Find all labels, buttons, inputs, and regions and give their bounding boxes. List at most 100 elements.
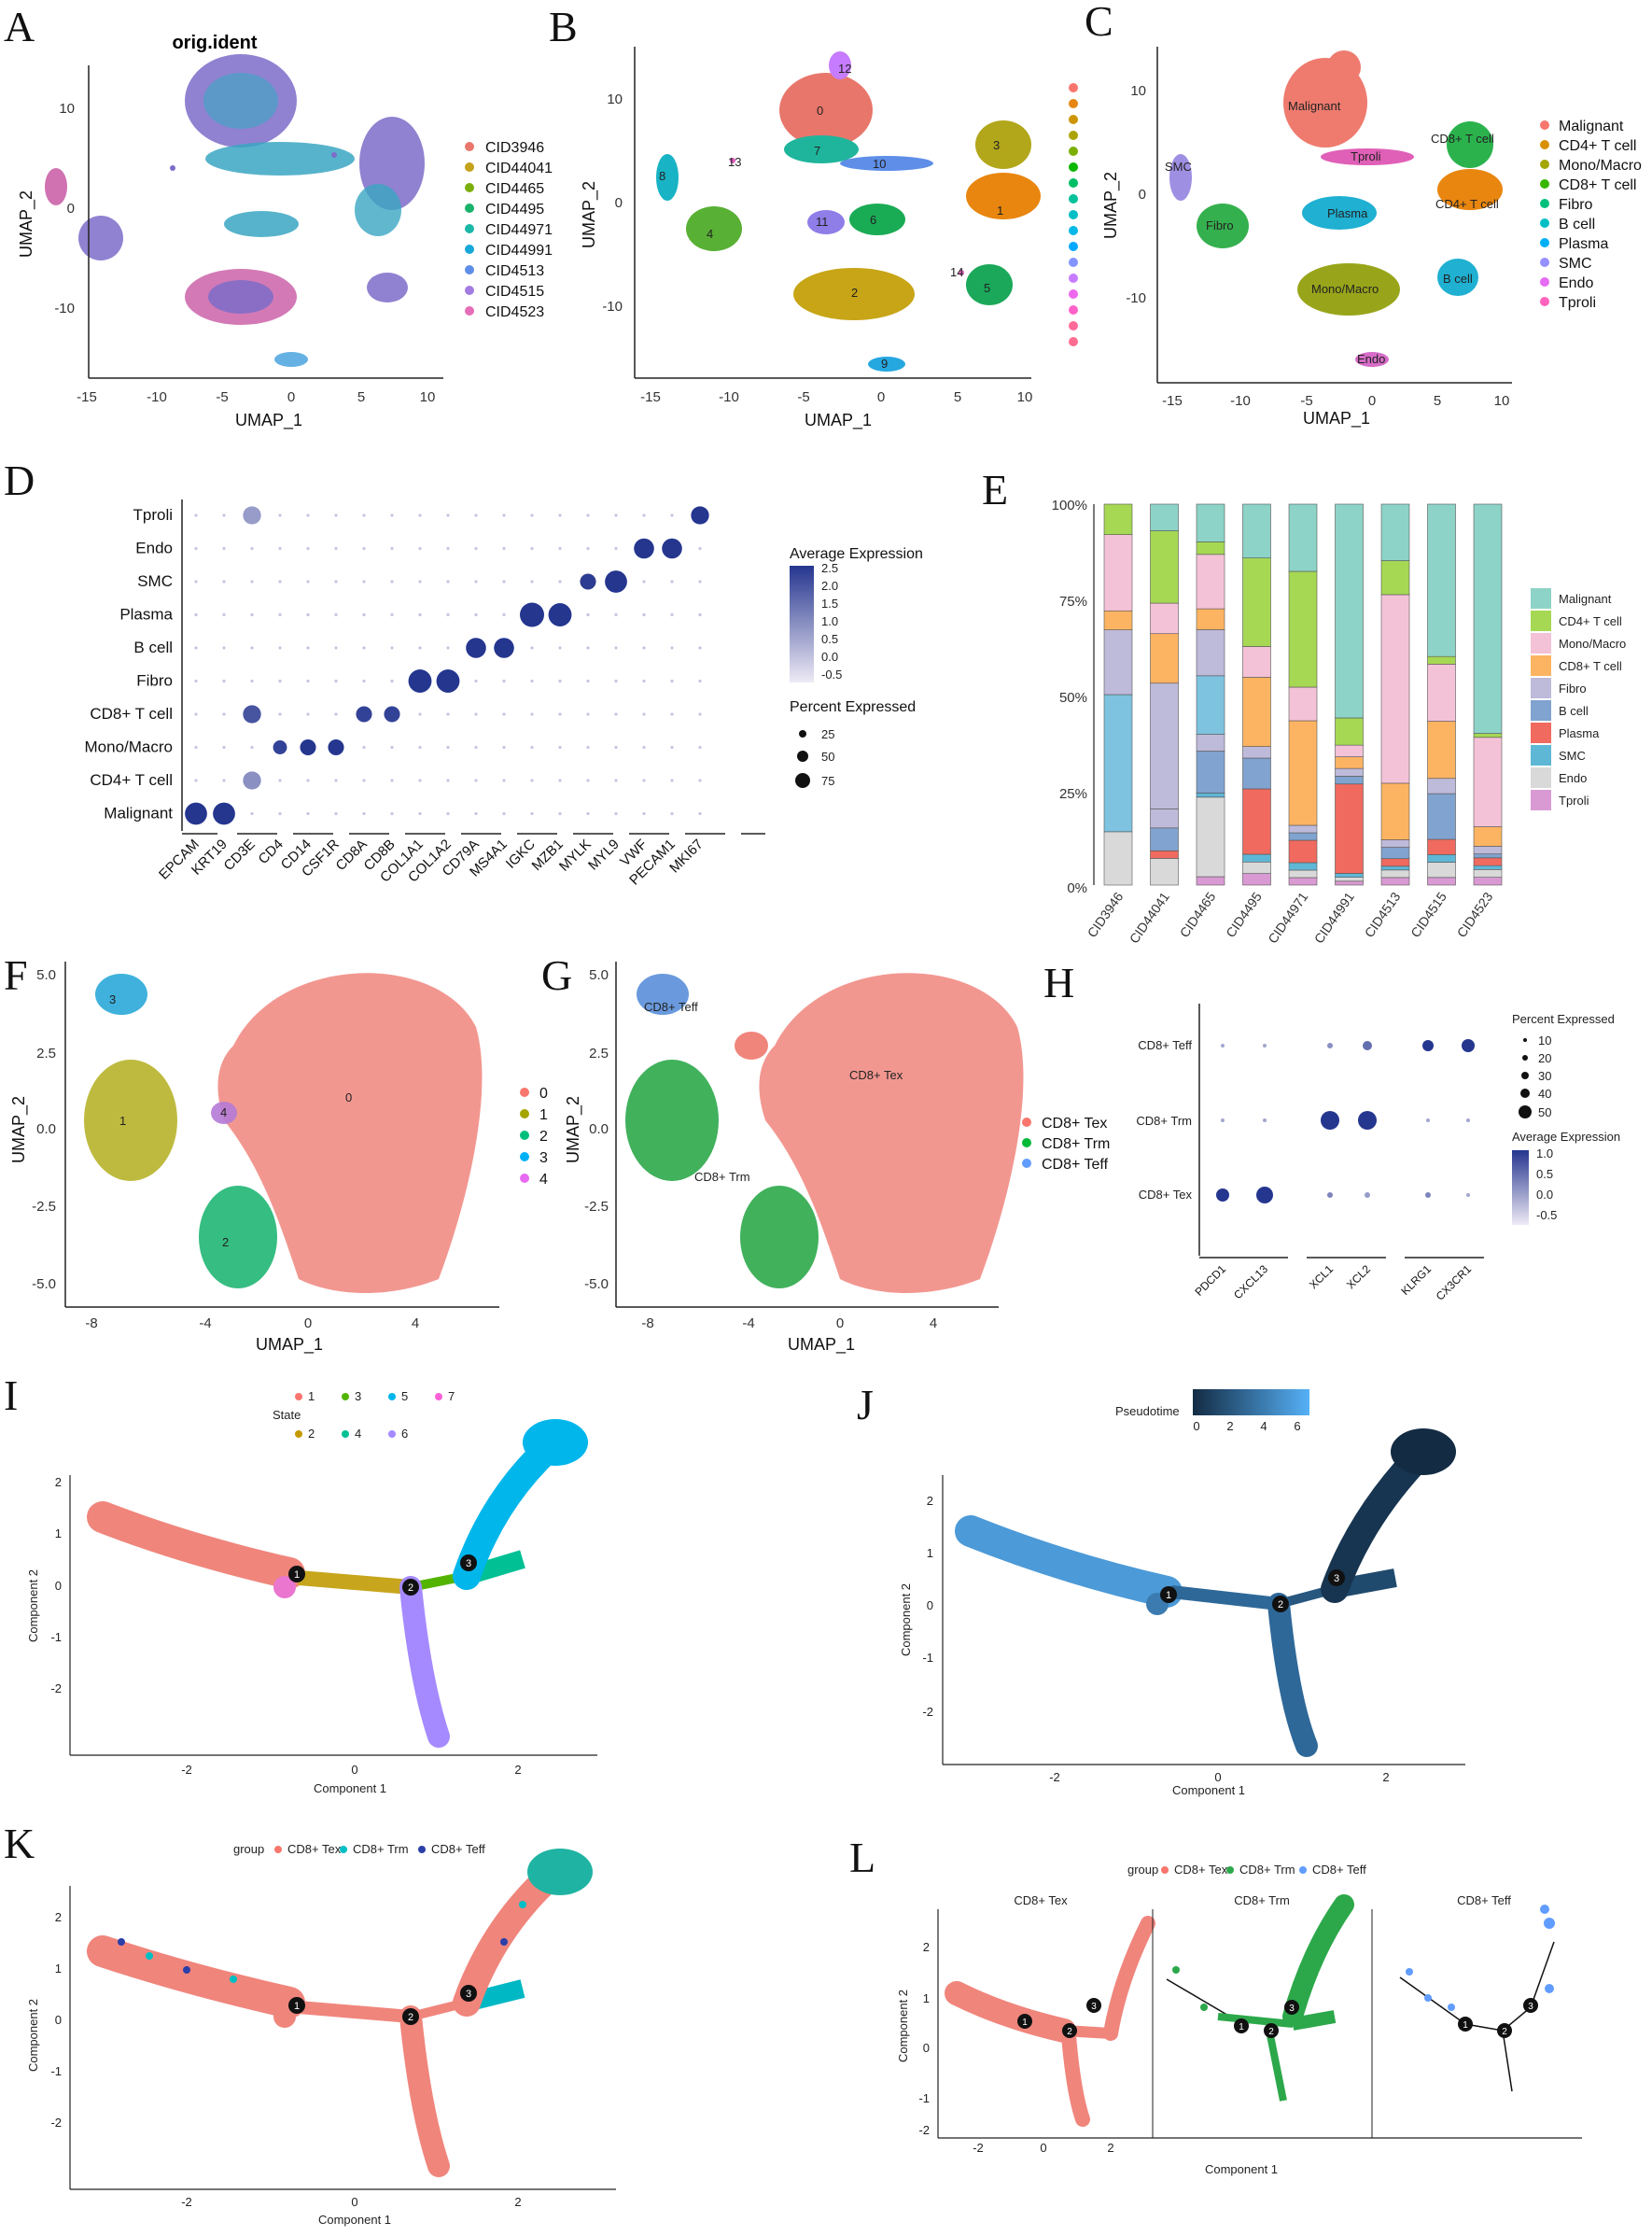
dot — [698, 646, 702, 650]
panel-b-xtick: -15 — [640, 389, 661, 405]
bar-segment — [1380, 877, 1410, 886]
legend-item: CID4495 — [485, 202, 544, 218]
legend-tick: 1.0 — [1536, 1146, 1553, 1160]
panel-b-xtick: -5 — [797, 389, 809, 405]
row-label: CD8+ Trm — [1136, 1114, 1192, 1128]
panel-d: D Tproli Endo SMC Plasma B cell Fibro CD8+ T c… — [4, 457, 923, 888]
dot — [558, 646, 562, 650]
legend-title: Average Expression — [1512, 1130, 1620, 1144]
dot — [1426, 1118, 1430, 1122]
branch-point: 3 — [466, 1989, 471, 2000]
dot — [558, 546, 562, 551]
legend-item: Tproli — [1559, 295, 1596, 311]
cluster-label: Fibro — [1206, 218, 1234, 232]
dot — [586, 513, 590, 517]
bar-segment — [1242, 873, 1271, 886]
bar-segment — [1380, 865, 1410, 871]
bar-segment — [1150, 858, 1179, 886]
panel-k-trajectory — [87, 1849, 593, 2177]
panel-b-legend-dots — [1069, 83, 1078, 346]
ytick: -2 — [918, 2123, 930, 2137]
legend-item: CID4515 — [485, 284, 544, 300]
panel-c-xtick: 0 — [1368, 393, 1376, 409]
panel-l-letter: L — [849, 1834, 875, 1881]
dot-highlight — [356, 706, 372, 723]
dot — [390, 811, 394, 816]
legend-item: B cell — [1559, 704, 1589, 718]
cluster-label: CD8+ Tex — [849, 1068, 903, 1082]
branch-point: 1 — [294, 2001, 300, 2012]
bar-segment — [1473, 846, 1503, 854]
ytick: 25% — [1059, 786, 1087, 802]
ytick: 1 — [55, 1526, 62, 1540]
ytick: -2 — [50, 1681, 62, 1695]
dot — [642, 679, 646, 683]
dot — [1327, 1192, 1333, 1198]
panel-j-letter: J — [857, 1381, 874, 1428]
panel-c-xtick: -5 — [1300, 393, 1312, 409]
ytick: -5.0 — [584, 1276, 609, 1292]
bar-segment — [1288, 877, 1318, 886]
legend-item: 6 — [401, 1427, 408, 1441]
panel-l-facet-trm: 1 2 3 — [1166, 1894, 1354, 2102]
cluster-label: 8 — [659, 169, 665, 183]
dot-highlight — [328, 738, 344, 756]
dot — [446, 580, 450, 584]
dot — [446, 745, 450, 750]
branch-point: 1 — [1239, 2022, 1244, 2032]
branch-point: 1 — [1166, 1590, 1171, 1601]
branch-point: 1 — [1022, 2018, 1028, 2028]
dot — [1363, 1041, 1372, 1050]
bar-segment — [1242, 788, 1271, 855]
dot-highlight — [580, 573, 596, 590]
legend-item: SMC — [1559, 749, 1586, 763]
bar-segment — [1196, 541, 1225, 555]
dot — [670, 811, 674, 816]
ytick: 2.5 — [589, 1046, 609, 1062]
dot — [586, 745, 590, 750]
dot — [446, 712, 450, 716]
dot — [586, 811, 590, 816]
legend-item: 4 — [539, 1172, 548, 1188]
legend-tick: 1.0 — [821, 614, 838, 628]
bar-segment — [1103, 694, 1133, 833]
dot — [446, 646, 450, 650]
dot — [614, 513, 618, 517]
dot — [474, 811, 478, 816]
panel-b-ylabel: UMAP_2 — [580, 181, 599, 248]
dot — [558, 580, 562, 584]
cluster-label: 2 — [851, 286, 858, 300]
legend-item: CID4513 — [485, 263, 544, 279]
bar-xlabel: CID4515 — [1407, 889, 1449, 940]
ytick: 2.5 — [36, 1046, 56, 1062]
panel-c-xlabel: UMAP_1 — [1303, 409, 1370, 429]
panel-a-ytick: 0 — [67, 201, 75, 217]
branch-point: 2 — [1502, 2027, 1507, 2037]
bar-xlabel: CID4513 — [1362, 889, 1404, 940]
xlabel: Component 1 — [314, 1781, 386, 1795]
legend-item: CD8+ Tex — [1042, 1116, 1107, 1132]
dot-highlight — [520, 602, 544, 627]
branch-point: 2 — [1268, 2027, 1274, 2037]
dot — [642, 745, 646, 750]
dot — [1365, 1192, 1370, 1198]
bar-segment — [1288, 869, 1318, 879]
legend-item: Plasma — [1559, 236, 1608, 252]
dot — [194, 646, 198, 650]
panel-d-letter: D — [4, 457, 35, 504]
legend-title: group — [1127, 1863, 1158, 1877]
panel-f: F 0 1 2 3 4 -8 -4 0 4 5.0 2.5 0.0 -2.5 -… — [4, 951, 548, 1355]
bar-segment — [1380, 782, 1410, 840]
bar-segment — [1103, 831, 1133, 886]
bar-segment — [1103, 610, 1133, 630]
panel-g-letter: G — [541, 951, 572, 999]
dot — [194, 745, 198, 750]
legend-item: CID44971 — [485, 222, 553, 238]
panel-a-ytick: -10 — [54, 301, 75, 316]
legend-tick: 2.0 — [821, 579, 838, 593]
dot — [558, 779, 562, 782]
dot — [614, 646, 618, 650]
bar-segment — [1335, 873, 1364, 878]
dot — [698, 679, 702, 683]
legend-item: 3 — [539, 1150, 548, 1166]
